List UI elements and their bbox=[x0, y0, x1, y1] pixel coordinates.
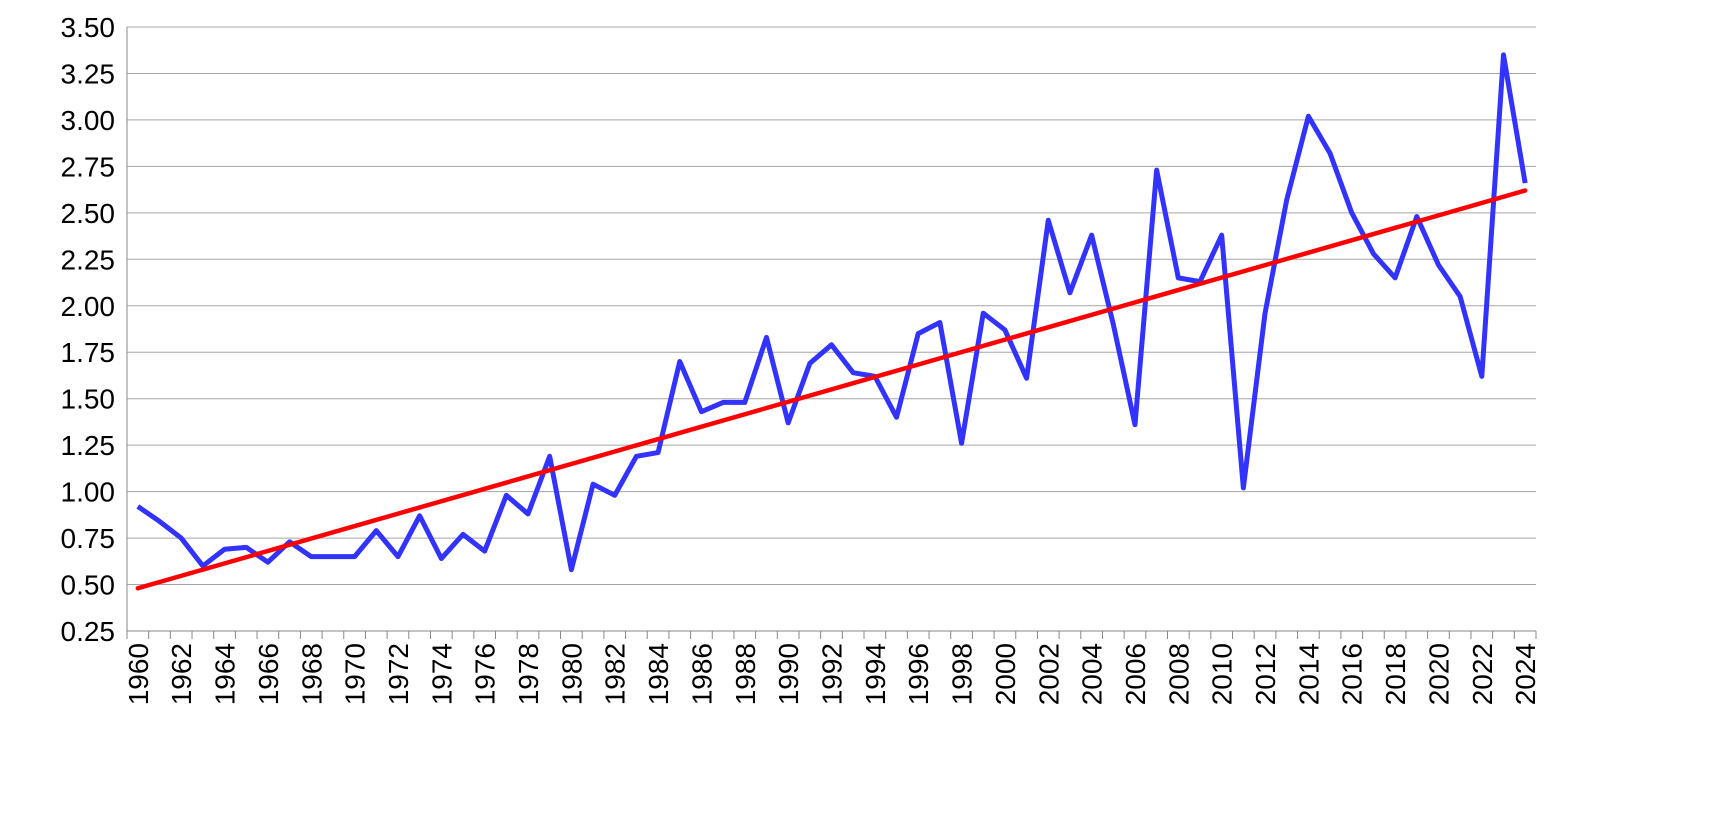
y-tick-label: 0.75 bbox=[61, 523, 116, 554]
x-tick-label: 2024 bbox=[1510, 643, 1541, 705]
y-tick-label: 1.75 bbox=[61, 337, 116, 368]
x-tick-label: 1974 bbox=[426, 643, 457, 705]
x-tick-label: 2014 bbox=[1293, 643, 1324, 705]
x-tick-label: 2004 bbox=[1077, 643, 1108, 705]
trend-line bbox=[138, 191, 1525, 589]
y-axis-ticks: 0.25 0.50 0.75 1.00 1.25 1.50 1.75 2.00 2.25 2.50… bbox=[61, 12, 116, 647]
y-tick-label: 3.25 bbox=[61, 58, 116, 89]
x-tick-label: 1998 bbox=[947, 643, 978, 705]
y-tick-label: 1.00 bbox=[61, 477, 116, 508]
series-group bbox=[138, 55, 1526, 588]
x-tick-label: 2008 bbox=[1163, 643, 1194, 705]
data-series-line bbox=[138, 55, 1525, 570]
x-tick-label: 2012 bbox=[1250, 643, 1281, 705]
x-tick-label: 2010 bbox=[1207, 643, 1238, 705]
y-tick-label: 1.50 bbox=[61, 384, 116, 415]
x-tick-label: 2006 bbox=[1120, 643, 1151, 705]
x-tick-label: 1988 bbox=[730, 643, 761, 705]
x-tick-label: 2022 bbox=[1467, 643, 1498, 705]
x-tick-label: 2002 bbox=[1033, 643, 1064, 705]
x-tick-label: 2016 bbox=[1337, 643, 1368, 705]
x-tick-label: 1990 bbox=[773, 643, 804, 705]
x-tick-label: 1960 bbox=[123, 643, 154, 705]
x-tick-label: 1970 bbox=[340, 643, 371, 705]
y-tick-label: 2.00 bbox=[61, 291, 116, 322]
x-tick-label: 2020 bbox=[1423, 643, 1454, 705]
y-tick-label: 3.00 bbox=[61, 105, 116, 136]
y-tick-label: 2.50 bbox=[61, 198, 116, 229]
x-tick-label: 1980 bbox=[556, 643, 587, 705]
x-axis-ticks: 1960 1962 1964 1966 1968 1970 1972 1974 1976 1978… bbox=[123, 643, 1541, 705]
y-tick-label: 0.50 bbox=[61, 570, 116, 601]
y-tick-label: 0.25 bbox=[61, 616, 116, 647]
y-tick-label: 2.25 bbox=[61, 244, 116, 275]
x-tick-label: 2018 bbox=[1380, 643, 1411, 705]
x-tick-label: 1994 bbox=[860, 643, 891, 705]
x-tick-label: 1992 bbox=[817, 643, 848, 705]
x-tick-label: 1968 bbox=[296, 643, 327, 705]
x-tick-label: 1982 bbox=[600, 643, 631, 705]
y-tick-label: 1.25 bbox=[61, 430, 116, 461]
y-tick-label: 3.50 bbox=[61, 12, 116, 43]
x-tick-label: 1984 bbox=[643, 643, 674, 705]
x-tick-label: 1964 bbox=[210, 643, 241, 705]
x-tick-label: 1966 bbox=[253, 643, 284, 705]
x-tick-label: 1996 bbox=[903, 643, 934, 705]
x-tick-label: 1972 bbox=[383, 643, 414, 705]
x-tick-label: 1986 bbox=[686, 643, 717, 705]
y-tick-label: 2.75 bbox=[61, 151, 116, 182]
x-tick-label: 1962 bbox=[166, 643, 197, 705]
x-tick-label: 2000 bbox=[990, 643, 1021, 705]
gridlines bbox=[127, 27, 1536, 639]
x-tick-label: 1978 bbox=[513, 643, 544, 705]
x-tick-label: 1976 bbox=[470, 643, 501, 705]
